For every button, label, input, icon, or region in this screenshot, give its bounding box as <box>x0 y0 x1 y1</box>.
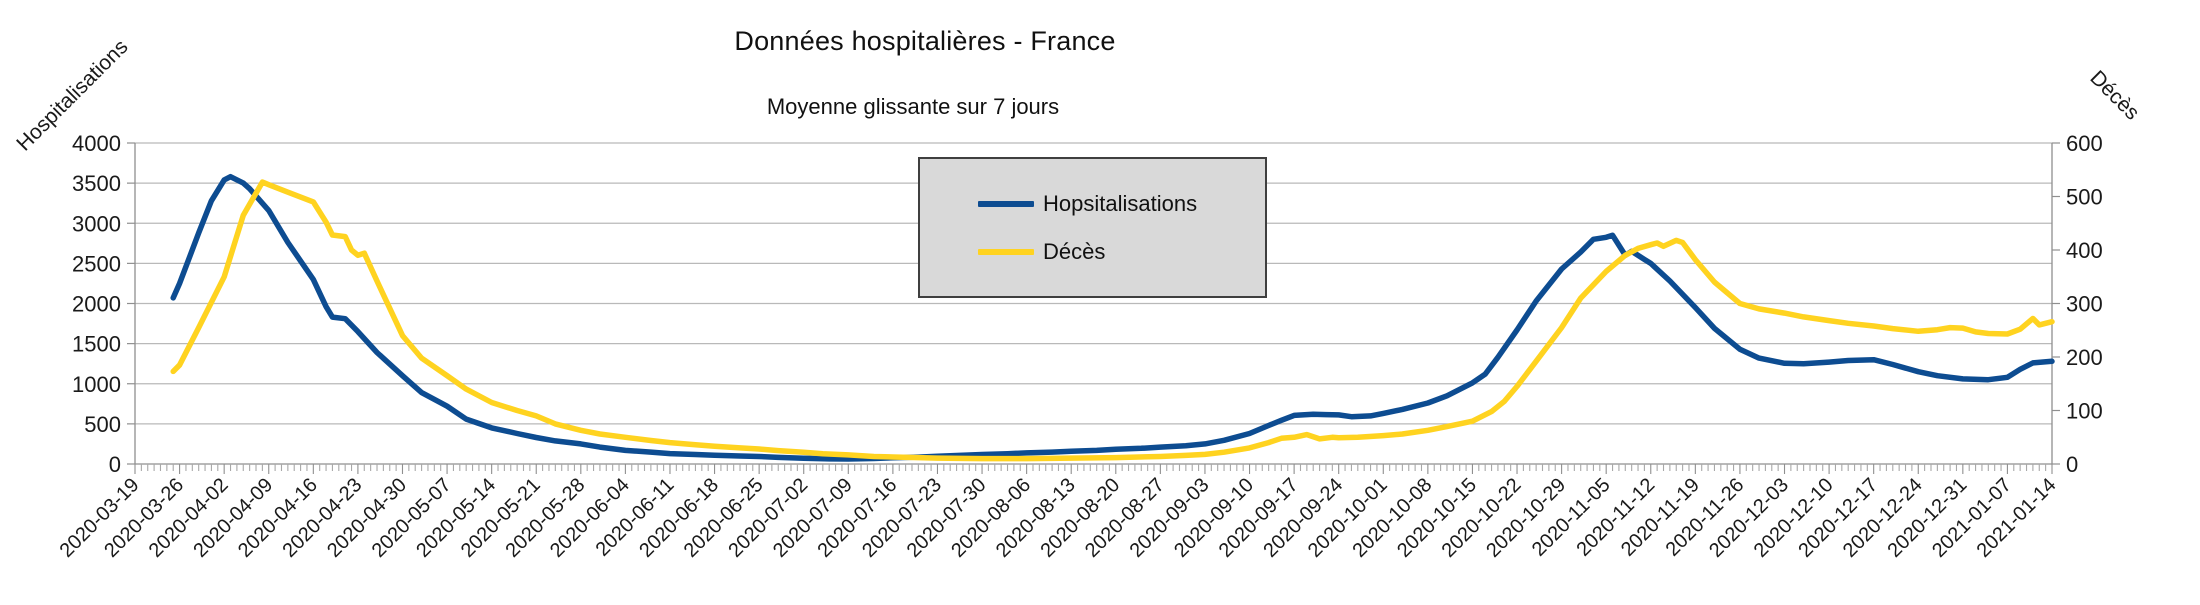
legend-label-hospitalisations: Hopsitalisations <box>1043 190 1198 216</box>
right-axis-title: Décès <box>2085 66 2143 124</box>
y-right-tick-label: 500 <box>2066 185 2103 210</box>
y-axis-labels-left: 4000 3500 3000 2500 2000 1500 1000 500 0 <box>72 131 121 477</box>
y-left-tick-label: 3000 <box>72 211 121 236</box>
y-right-tick-label: 100 <box>2066 399 2103 424</box>
y-axis-labels-right: 600 500 400 300 200 100 0 <box>2066 131 2103 477</box>
series-line <box>170 173 2055 462</box>
deces-line-swatch <box>978 248 1034 255</box>
x-axis-ticks <box>134 464 2053 474</box>
y-left-tick-label: 3500 <box>72 171 121 196</box>
y-right-tick-label: 600 <box>2066 131 2103 156</box>
y-left-tick-label: 500 <box>84 412 121 437</box>
y-left-tick-label: 1500 <box>72 332 121 357</box>
y-left-tick-label: 4000 <box>72 131 121 156</box>
y-right-tick-label: 200 <box>2066 345 2103 370</box>
legend-item-deces: Décès <box>978 239 1265 265</box>
y-left-tick-label: 1000 <box>72 372 121 397</box>
series-line <box>170 179 2055 462</box>
series-deces <box>170 179 2055 462</box>
chart-title: Données hospitalières - France <box>734 26 1116 56</box>
y-right-tick-label: 400 <box>2066 238 2103 263</box>
chart-subtitle: Moyenne glissante sur 7 jours <box>766 94 1060 119</box>
hospitalisations-line-swatch <box>978 200 1034 207</box>
y-axis-ticks <box>127 142 2060 465</box>
legend-item-hospitalisations: Hopsitalisations <box>978 191 1265 217</box>
x-axis-labels: 2020-03-192020-03-262020-04-022020-04-09… <box>56 474 2061 562</box>
y-right-tick-label: 0 <box>2066 452 2078 477</box>
y-right-tick-label: 300 <box>2066 292 2103 317</box>
series-hospitalisations <box>170 173 2055 462</box>
legend-label-deces: Décès <box>1043 238 1106 264</box>
legend: Hopsitalisations Décès <box>918 157 1267 298</box>
y-left-tick-label: 2500 <box>72 251 121 276</box>
y-left-tick-label: 0 <box>109 452 121 477</box>
y-left-tick-label: 2000 <box>72 292 121 317</box>
